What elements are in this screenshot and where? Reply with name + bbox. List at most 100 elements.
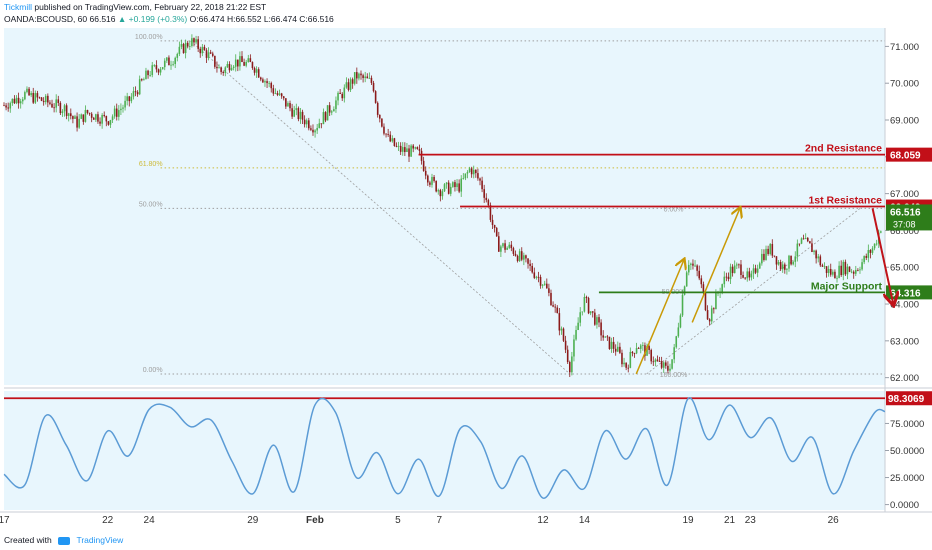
candle-body — [314, 130, 316, 133]
last-price-tag — [886, 204, 932, 231]
candle-body — [330, 111, 333, 113]
candle-body — [195, 39, 197, 43]
tradingview-link[interactable]: TradingView — [76, 535, 124, 545]
candle-body — [443, 184, 446, 192]
candle-body — [82, 114, 85, 122]
candle-body — [677, 327, 680, 337]
candle-body — [635, 348, 638, 354]
publisher-text: published on TradingView.com, February 2… — [32, 2, 267, 12]
candle-body — [591, 311, 594, 313]
candle-body — [51, 103, 53, 108]
candle-body — [642, 345, 644, 347]
candle-body — [136, 92, 139, 95]
candle-body — [303, 119, 306, 125]
candle-body — [155, 65, 158, 70]
candle-body — [698, 270, 701, 279]
candle-body — [337, 92, 339, 101]
candle-body — [322, 112, 325, 125]
candle-body — [358, 73, 360, 79]
candle-body — [5, 105, 7, 108]
candle-body — [518, 251, 521, 262]
candle-body — [746, 271, 749, 279]
candle-body — [819, 256, 822, 266]
oscillator-level-label: 98.3069 — [888, 394, 925, 405]
candle-body — [410, 145, 412, 157]
candle-body — [804, 237, 807, 240]
candle-body — [157, 69, 160, 73]
candle-body — [95, 114, 97, 120]
candle-body — [234, 59, 237, 67]
candle-body — [326, 105, 329, 121]
candle-body — [844, 261, 847, 275]
candle-body — [431, 176, 433, 185]
time-tick-label: 29 — [247, 515, 259, 526]
candle-body — [777, 262, 780, 265]
candle-body — [224, 67, 227, 73]
publisher-name[interactable]: Tickmill — [4, 2, 33, 12]
candle-body — [253, 68, 256, 73]
candle-body — [132, 91, 135, 97]
candle-body — [552, 305, 554, 307]
candle-body — [794, 256, 797, 262]
candle-body — [606, 336, 609, 338]
candle-body — [15, 97, 18, 104]
candle-body — [197, 39, 199, 49]
candle-body — [287, 103, 289, 107]
candle-body — [596, 317, 598, 325]
candle-body — [533, 272, 536, 278]
candle-body — [184, 42, 187, 54]
candle-body — [115, 108, 118, 117]
candle-body — [105, 115, 108, 122]
candle-body — [28, 88, 30, 96]
candle-body — [550, 292, 552, 306]
fib-level-label: 61.80% — [139, 161, 163, 168]
time-tick-label: 21 — [724, 515, 736, 526]
candle-body — [399, 145, 402, 152]
candle-body — [433, 176, 435, 181]
candle-body — [669, 368, 671, 371]
candle-body — [786, 268, 788, 270]
candle-body — [713, 308, 715, 310]
candle-body — [829, 268, 832, 275]
candle-body — [583, 296, 586, 312]
candle-body — [510, 244, 513, 249]
candle-body — [9, 103, 12, 109]
candle-body — [731, 266, 734, 274]
candle-body — [506, 247, 508, 250]
candle-body — [637, 348, 640, 349]
candle-body — [644, 345, 646, 356]
candle-body — [47, 95, 49, 103]
candles-group — [3, 34, 882, 378]
candle-body — [525, 255, 527, 259]
time-tick-label: 26 — [828, 515, 840, 526]
candle-body — [834, 271, 836, 279]
candle-body — [784, 264, 786, 270]
candle-body — [118, 110, 120, 117]
candle-body — [21, 99, 24, 102]
candle-body — [813, 250, 815, 253]
candle-body — [351, 79, 354, 84]
candle-body — [608, 336, 611, 349]
candle-body — [38, 97, 41, 99]
candle-body — [869, 249, 872, 253]
candle-body — [245, 61, 247, 66]
candle-body — [49, 102, 51, 104]
ohlc-values: O:66.474 H:66.552 L:66.474 C:66.516 — [189, 14, 334, 24]
candle-body — [362, 75, 364, 79]
candle-body — [364, 76, 366, 79]
candle-body — [180, 44, 183, 47]
candle-body — [516, 255, 519, 262]
candle-body — [704, 292, 707, 311]
candle-body — [124, 100, 126, 108]
candle-body — [487, 200, 490, 206]
candle-body — [32, 93, 35, 103]
candle-body — [324, 112, 327, 121]
candle-body — [264, 81, 266, 83]
price-tick-label: 62.000 — [890, 373, 919, 384]
candle-body — [201, 46, 204, 54]
candle-body — [788, 255, 790, 269]
candle-body — [629, 351, 632, 368]
candle-body — [161, 67, 164, 70]
candle-body — [811, 243, 813, 253]
